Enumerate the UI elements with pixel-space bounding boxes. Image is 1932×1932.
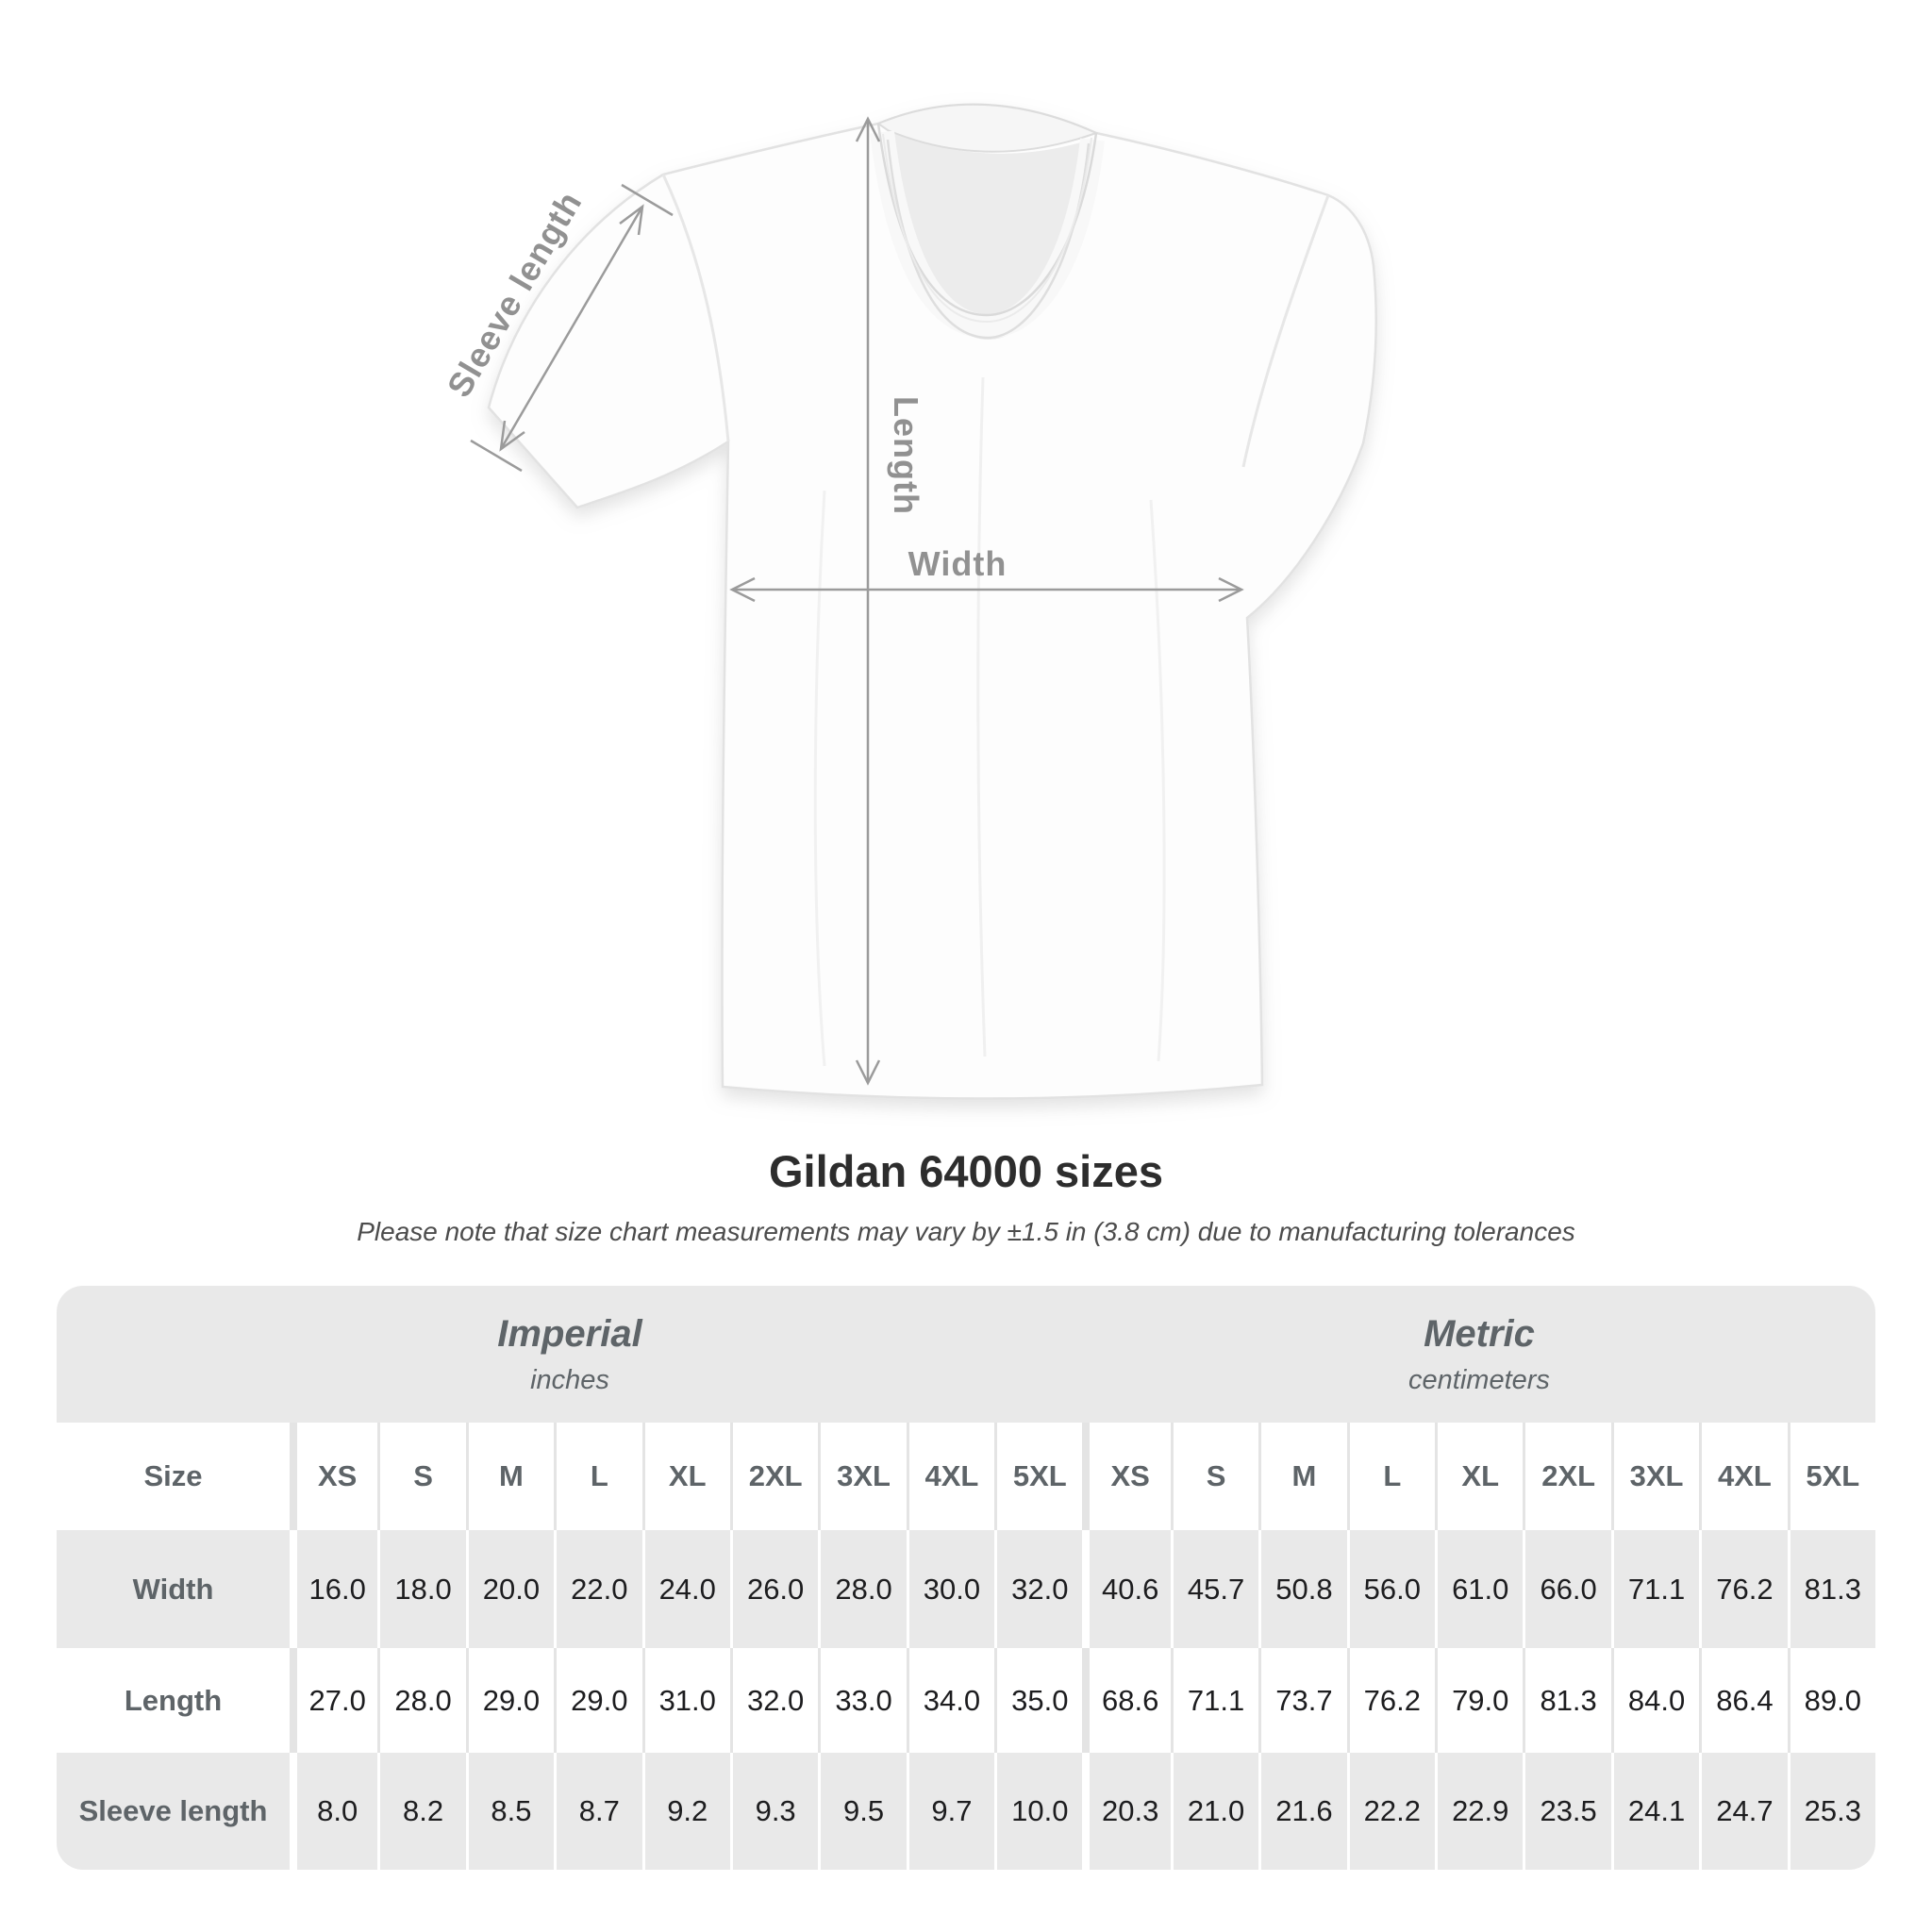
size-header-cell: XL [641,1423,730,1530]
value-cell: 56.0 [1346,1530,1435,1648]
metric-title: Metric [1424,1312,1535,1355]
size-header-cell: L [1346,1423,1435,1530]
width-label: Width [908,544,1008,583]
unit-header-band: Imperial inches Metric centimeters [57,1286,1875,1423]
value-cell: 8.5 [465,1753,554,1870]
imperial-section-header: Imperial inches [57,1286,1083,1423]
value-cell: 71.1 [1610,1530,1699,1648]
value-cell: 24.7 [1699,1753,1787,1870]
value-cell: 68.6 [1082,1648,1170,1753]
value-cell: 24.1 [1610,1753,1699,1870]
length-row: Length 27.0 28.0 29.0 29.0 31.0 32.0 33.… [57,1648,1875,1753]
width-dimension-arrow [729,576,1244,603]
row-label: Sleeve length [78,1794,268,1827]
size-header-cell: 3XL [818,1423,906,1530]
size-header-cell: S [1170,1423,1258,1530]
size-column-header: Size [143,1459,203,1492]
value-cell: 32.0 [994,1530,1082,1648]
imperial-title: Imperial [497,1312,642,1355]
row-label: Width [132,1572,214,1606]
tshirt-image [487,103,1377,1100]
value-cell: 61.0 [1435,1530,1523,1648]
value-cell: 76.2 [1699,1530,1787,1648]
value-cell: 23.5 [1523,1753,1610,1870]
value-cell: 35.0 [994,1648,1082,1753]
value-cell: 18.0 [377,1530,465,1648]
value-cell: 89.0 [1787,1648,1875,1753]
value-cell: 22.2 [1346,1753,1435,1870]
size-header-cell: 3XL [1610,1423,1699,1530]
size-header-cell: XL [1435,1423,1523,1530]
size-header-cell: L [554,1423,641,1530]
value-cell: 45.7 [1170,1530,1258,1648]
size-header-cell: 4XL [1699,1423,1787,1530]
value-cell: 22.9 [1435,1753,1523,1870]
size-header-cell: 5XL [994,1423,1082,1530]
size-header-row: Size XS S M L XL 2XL 3XL 4XL 5XL XS S M … [57,1423,1875,1530]
value-cell: 8.2 [377,1753,465,1870]
value-cell: 40.6 [1082,1530,1170,1648]
size-header-cell: 2XL [1523,1423,1610,1530]
value-cell: 86.4 [1699,1648,1787,1753]
value-cell: 8.7 [554,1753,641,1870]
value-cell: 66.0 [1523,1530,1610,1648]
metric-section-header: Metric centimeters [1083,1286,1875,1423]
size-table: Imperial inches Metric centimeters Size … [57,1286,1875,1870]
value-cell: 20.3 [1082,1753,1170,1870]
value-cell: 31.0 [641,1648,730,1753]
value-cell: 20.0 [465,1530,554,1648]
sleeve-length-dimension-arrow [470,183,674,473]
value-cell: 21.6 [1258,1753,1346,1870]
row-label: Length [124,1683,223,1717]
value-cell: 81.3 [1787,1530,1875,1648]
value-cell: 9.2 [641,1753,730,1870]
value-cell: 79.0 [1435,1648,1523,1753]
value-cell: 25.3 [1787,1753,1875,1870]
value-cell: 50.8 [1258,1530,1346,1648]
size-header-cell: XS [290,1423,377,1530]
value-cell: 9.3 [729,1753,818,1870]
value-cell: 22.0 [554,1530,641,1648]
page-title: Gildan 64000 sizes [768,1146,1164,1196]
value-cell: 32.0 [729,1648,818,1753]
value-cell: 76.2 [1346,1648,1435,1753]
value-cell: 81.3 [1523,1648,1610,1753]
value-cell: 29.0 [554,1648,641,1753]
size-header-cell: 4XL [906,1423,994,1530]
imperial-unit: inches [530,1364,609,1395]
value-cell: 21.0 [1170,1753,1258,1870]
value-cell: 30.0 [906,1530,994,1648]
length-label: Length [887,396,925,515]
page-subtitle: Please note that size chart measurements… [357,1217,1575,1246]
metric-unit: centimeters [1408,1364,1550,1395]
value-cell: 33.0 [818,1648,906,1753]
value-cell: 84.0 [1610,1648,1699,1753]
value-cell: 27.0 [290,1648,377,1753]
size-header-cell: S [377,1423,465,1530]
value-cell: 28.0 [818,1530,906,1648]
value-cell: 8.0 [290,1753,377,1870]
value-cell: 9.7 [906,1753,994,1870]
value-cell: 9.5 [818,1753,906,1870]
size-header-cell: 5XL [1787,1423,1875,1530]
value-cell: 71.1 [1170,1648,1258,1753]
value-cell: 16.0 [290,1530,377,1648]
value-cell: 26.0 [729,1530,818,1648]
size-header-cell: XS [1082,1423,1170,1530]
length-dimension-arrow [855,116,881,1086]
width-row: Width 16.0 18.0 20.0 22.0 24.0 26.0 28.0… [57,1530,1875,1648]
size-header-cell: M [1258,1423,1346,1530]
size-header-cell: M [465,1423,554,1530]
value-cell: 34.0 [906,1648,994,1753]
size-header-cell: 2XL [729,1423,818,1530]
sleeve-length-row: Sleeve length 8.0 8.2 8.5 8.7 9.2 9.3 9.… [57,1753,1875,1870]
value-cell: 29.0 [465,1648,554,1753]
value-cell: 28.0 [377,1648,465,1753]
value-cell: 73.7 [1258,1648,1346,1753]
value-cell: 10.0 [994,1753,1082,1870]
value-cell: 24.0 [641,1530,730,1648]
tshirt-measurement-diagram: Length Width Sleeve length [440,103,1377,1100]
